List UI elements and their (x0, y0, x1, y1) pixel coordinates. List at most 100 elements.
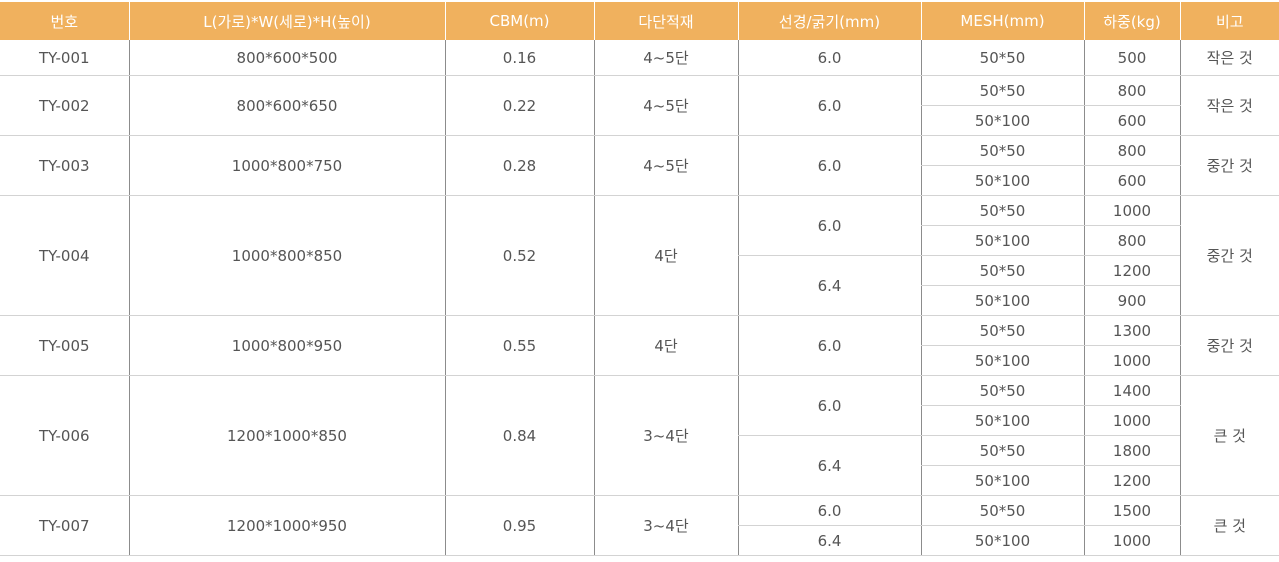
table-row: TY-005 1000*800*950 0.55 4단 6.0 50*50 1300 중간 것 (0, 315, 1279, 376)
cell-load: 800 (1083, 75, 1180, 106)
table-row: 50*100 1000 (0, 405, 1279, 436)
cell-wire-diameter: 6.4 (737, 435, 921, 496)
cell-dimensions: 1000*800*850 (128, 195, 445, 316)
cell-product-no: TY-001 (0, 40, 129, 76)
table-body: TY-001 800*600*500 0.16 4~5단 6.0 50*50 500 작은 것… (0, 40, 1279, 556)
cell-dimensions: 1000*800*750 (128, 135, 445, 196)
cell-dimensions: 1000*800*950 (128, 315, 445, 376)
cell-product-no: TY-006 (0, 375, 129, 496)
cell-load: 1800 (1083, 435, 1180, 466)
cell-stacking: 4~5단 (593, 40, 738, 76)
cell-wire-diameter: 6.0 (737, 40, 921, 76)
cell-mesh: 50*100 (920, 165, 1084, 196)
cell-mesh: 50*50 (920, 135, 1084, 166)
cell-cbm: 0.95 (444, 495, 594, 556)
table-row: 50*100 600 (0, 165, 1279, 196)
cell-mesh: 50*50 (920, 195, 1084, 226)
cell-mesh: 50*100 (920, 345, 1084, 376)
cell-mesh: 50*50 (920, 255, 1084, 286)
cell-load: 1000 (1083, 405, 1180, 436)
cell-load: 500 (1083, 40, 1180, 76)
cell-note: 중간 것 (1179, 135, 1279, 196)
cell-dimensions: 1200*1000*950 (128, 495, 445, 556)
cell-stacking: 4~5단 (593, 75, 738, 136)
header-cbm: CBM(m) (444, 0, 594, 40)
cell-product-no: TY-003 (0, 135, 129, 196)
header-row: 번호 L(가로)*W(세로)*H(높이) CBM(m) 다단적재 선경/굵기(m… (0, 0, 1279, 40)
cell-wire-diameter: 6.0 (737, 495, 921, 526)
cell-note: 큰 것 (1179, 495, 1279, 556)
table-row: 6.4 50*100 1000 (0, 525, 1279, 556)
cell-mesh: 50*50 (920, 435, 1084, 466)
cell-mesh: 50*50 (920, 315, 1084, 346)
cell-cbm: 0.22 (444, 75, 594, 136)
cell-mesh: 50*100 (920, 405, 1084, 436)
table-row: TY-001 800*600*500 0.16 4~5단 6.0 50*50 500 작은 것 (0, 40, 1279, 76)
cell-load: 1500 (1083, 495, 1180, 526)
table-row: TY-004 1000*800*850 0.52 4단 6.0 50*50 1000 중간 것 (0, 195, 1279, 316)
cell-load: 1000 (1083, 525, 1180, 556)
cell-load: 1400 (1083, 375, 1180, 406)
cell-note: 작은 것 (1179, 40, 1279, 76)
cell-load: 1300 (1083, 315, 1180, 346)
cell-mesh: 50*100 (920, 465, 1084, 496)
cell-dimensions: 1200*1000*850 (128, 375, 445, 496)
cell-wire-diameter: 6.0 (737, 135, 921, 196)
cell-stacking: 3~4단 (593, 375, 738, 496)
cell-dimensions: 800*600*500 (128, 40, 445, 76)
cell-load: 600 (1083, 165, 1180, 196)
table-row: TY-006 1200*1000*850 0.84 3~4단 6.0 50*50 1400 큰… (0, 375, 1279, 496)
cell-mesh: 50*50 (920, 40, 1084, 76)
cell-load: 1200 (1083, 465, 1180, 496)
cell-product-no: TY-007 (0, 495, 129, 556)
cell-mesh: 50*50 (920, 495, 1084, 526)
cell-load: 1200 (1083, 255, 1180, 286)
cell-load: 900 (1083, 285, 1180, 316)
table-row: 6.4 50*50 1800 (0, 435, 1279, 496)
cell-load: 1000 (1083, 345, 1180, 376)
cell-cbm: 0.16 (444, 40, 594, 76)
cell-wire-diameter: 6.0 (737, 375, 921, 436)
cell-wire-diameter: 6.0 (737, 315, 921, 376)
cell-load: 800 (1083, 225, 1180, 256)
cell-note: 작은 것 (1179, 75, 1279, 136)
cell-stacking: 4~5단 (593, 135, 738, 196)
cell-product-no: TY-002 (0, 75, 129, 136)
table-row: TY-002 800*600*650 0.22 4~5단 6.0 50*50 800 작은 것 (0, 75, 1279, 136)
header-mesh: MESH(mm) (920, 0, 1084, 40)
cell-wire-diameter: 6.0 (737, 195, 921, 256)
cell-load: 1000 (1083, 195, 1180, 226)
table-row: TY-003 1000*800*750 0.28 4~5단 6.0 50*50 800 중간 … (0, 135, 1279, 196)
header-dimensions: L(가로)*W(세로)*H(높이) (128, 0, 445, 40)
cell-wire-diameter: 6.0 (737, 75, 921, 136)
cell-stacking: 4단 (593, 195, 738, 316)
cell-note: 큰 것 (1179, 375, 1279, 496)
cell-cbm: 0.28 (444, 135, 594, 196)
cell-stacking: 3~4단 (593, 495, 738, 556)
cell-load: 600 (1083, 105, 1180, 136)
cell-dimensions: 800*600*650 (128, 75, 445, 136)
cell-cbm: 0.52 (444, 195, 594, 316)
cell-stacking: 4단 (593, 315, 738, 376)
cell-note: 중간 것 (1179, 315, 1279, 376)
header-no: 번호 (0, 0, 129, 40)
cell-cbm: 0.55 (444, 315, 594, 376)
cell-mesh: 50*100 (920, 525, 1084, 556)
cell-wire-diameter: 6.4 (737, 525, 921, 556)
header-load: 하중(kg) (1083, 0, 1180, 40)
cell-mesh: 50*50 (920, 375, 1084, 406)
cell-product-no: TY-004 (0, 195, 129, 316)
table-row: 50*100 600 (0, 105, 1279, 136)
cell-wire-diameter: 6.4 (737, 255, 921, 316)
header-wire-diameter: 선경/굵기(mm) (737, 0, 921, 40)
cell-cbm: 0.84 (444, 375, 594, 496)
cell-mesh: 50*100 (920, 225, 1084, 256)
cell-note: 중간 것 (1179, 195, 1279, 316)
table-row: 6.4 50*50 1200 (0, 255, 1279, 316)
table-row: TY-007 1200*1000*950 0.95 3~4단 6.0 50*50 1500 큰… (0, 495, 1279, 556)
cell-load: 800 (1083, 135, 1180, 166)
header-note: 비고 (1179, 0, 1279, 40)
cell-mesh: 50*100 (920, 285, 1084, 316)
table-row: 50*100 1000 (0, 345, 1279, 376)
